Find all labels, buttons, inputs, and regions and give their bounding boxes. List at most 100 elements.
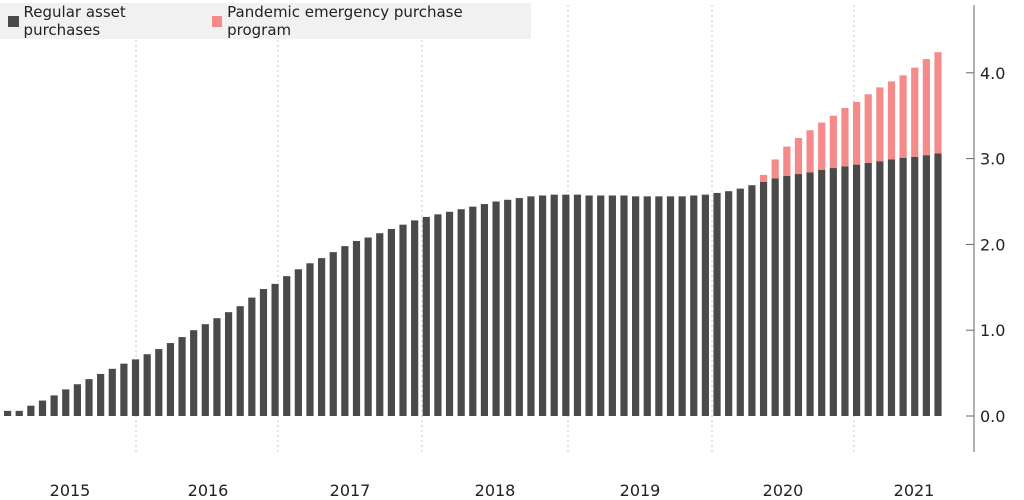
bar-regular (701, 194, 709, 416)
bar-regular (224, 312, 233, 416)
bars (4, 52, 942, 417)
bar-regular (469, 206, 477, 416)
bar-regular (748, 185, 756, 416)
bar-regular (759, 181, 768, 416)
bar-regular (643, 196, 651, 416)
bar-regular (364, 237, 372, 416)
bar-regular (783, 175, 791, 416)
bar-regular (15, 410, 23, 416)
bar-pepp (829, 115, 837, 169)
bar-regular (515, 198, 523, 416)
bar-regular (725, 191, 733, 416)
x-axis-labels: 2015 2016 2017 2018 2019 2020 2021 (50, 481, 935, 500)
bar-regular (899, 157, 907, 417)
bar-pepp (759, 174, 768, 182)
bar-regular (341, 246, 349, 416)
legend-swatch-regular (8, 15, 19, 27)
legend-swatch-pepp (211, 15, 223, 27)
bar-regular (422, 216, 430, 416)
legend-item-regular: Regular asset purchases (8, 3, 200, 39)
bar-regular (550, 194, 558, 416)
bar-pepp (806, 130, 814, 173)
bar-pepp (934, 52, 942, 154)
bar-regular (4, 410, 12, 416)
bar-pepp (876, 87, 884, 162)
bar-regular (73, 384, 81, 416)
legend: Regular asset purchases Pandemic emergen… (0, 3, 531, 39)
bar-regular (434, 214, 442, 416)
bar-regular (620, 195, 628, 416)
bar-regular (387, 228, 395, 416)
bar-regular (934, 153, 942, 416)
bar-regular (329, 252, 337, 416)
bar-regular (201, 324, 209, 416)
bar-pepp (794, 138, 803, 175)
bar-regular (399, 224, 407, 416)
bar-regular (492, 201, 500, 416)
bar-regular (131, 359, 140, 416)
y-tick-label: 2.0 (980, 235, 1005, 254)
bar-regular (97, 373, 105, 416)
x-tick-label: 2016 (188, 481, 229, 500)
bar-regular (655, 196, 663, 416)
bar-pepp (922, 59, 930, 156)
bar-regular (190, 330, 198, 416)
bar-regular (806, 172, 814, 416)
bar-regular (771, 178, 779, 416)
x-tick-label: 2019 (620, 481, 661, 500)
bar-regular (911, 156, 919, 416)
bar-regular (597, 195, 605, 416)
bar-regular (259, 289, 268, 416)
bar-regular (271, 283, 279, 416)
bar-regular (585, 195, 593, 416)
bar-regular (108, 368, 116, 416)
bar-regular (690, 195, 698, 416)
bar-regular (213, 318, 221, 416)
bar-regular (294, 269, 302, 416)
bar-regular (38, 400, 47, 416)
bar-regular (562, 194, 570, 416)
bar-pepp (783, 146, 791, 176)
legend-label-regular: Regular asset purchases (23, 3, 126, 39)
bar-regular (166, 343, 175, 416)
legend-item-pepp: Pandemic emergency purchase program (211, 3, 519, 39)
bar-regular (120, 363, 128, 416)
bar-regular (736, 188, 744, 416)
bar-regular (143, 354, 151, 416)
bar-regular (527, 196, 535, 416)
bar-regular (794, 174, 803, 416)
bar-regular (62, 389, 70, 416)
x-tick-label: 2020 (763, 481, 804, 500)
y-tick-label: 4.0 (980, 64, 1005, 83)
legend-label-pepp: Pandemic emergency purchase program (227, 3, 463, 39)
bar-regular (248, 297, 256, 416)
bar-regular (352, 240, 361, 416)
bar-pepp (818, 122, 826, 170)
bar-regular (876, 161, 884, 416)
bar-regular (632, 196, 640, 416)
bar-regular (236, 306, 244, 416)
bar-regular (480, 204, 489, 416)
x-tick-label: 2021 (894, 481, 935, 500)
y-tick-label: 1.0 (980, 321, 1005, 340)
y-axis: 0.0 1.0 2.0 3.0 4.0 (966, 5, 1005, 452)
bar-regular (445, 211, 454, 416)
bar-pepp (899, 75, 907, 158)
bar-regular (376, 233, 384, 416)
bar-regular (841, 166, 849, 416)
bar-pepp (911, 67, 919, 157)
bar-regular (829, 168, 837, 416)
bar-regular (155, 349, 163, 416)
y-tick-label: 0.0 (980, 407, 1005, 426)
bar-regular (852, 164, 861, 416)
bar-regular (411, 220, 419, 416)
bar-pepp (841, 107, 849, 167)
bar-regular (887, 159, 896, 416)
y-tick-label: 3.0 (980, 150, 1005, 169)
bar-regular (538, 195, 547, 416)
bar-regular (27, 405, 35, 416)
bar-regular (457, 209, 465, 416)
bar-pepp (771, 159, 779, 179)
bar-regular (818, 169, 826, 416)
